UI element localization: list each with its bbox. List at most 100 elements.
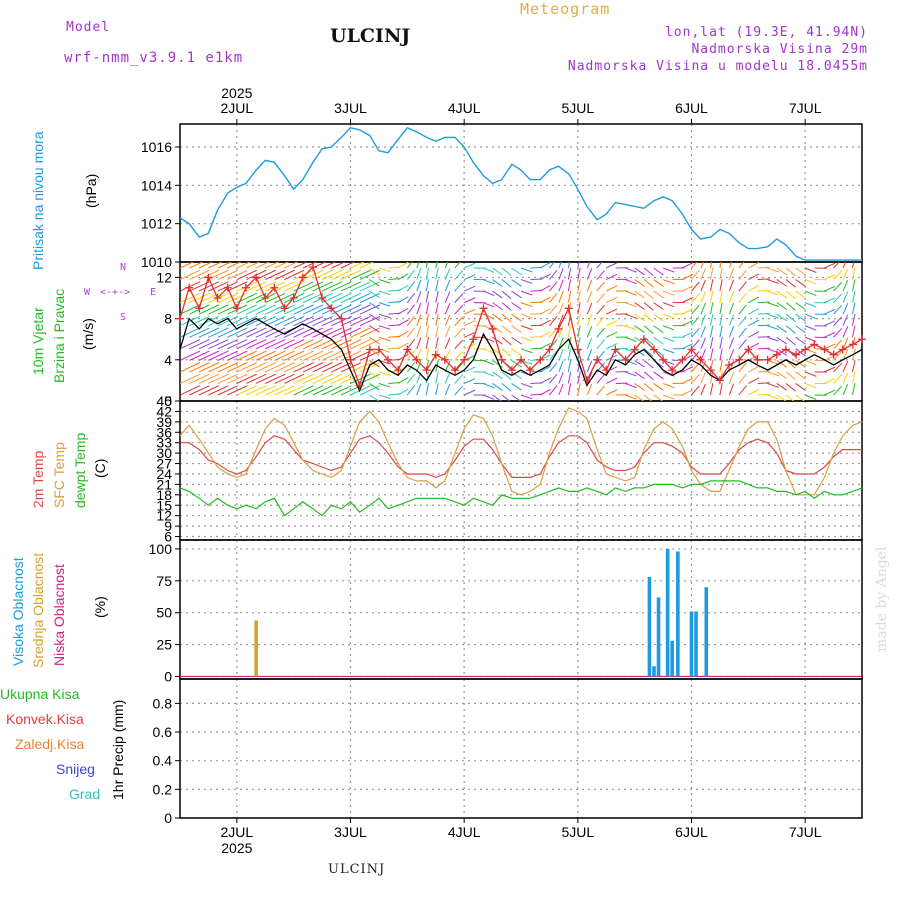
wind-arrow	[709, 279, 714, 292]
wind-arrow	[691, 270, 700, 280]
wind-arrow	[350, 385, 371, 396]
gust-marker	[687, 345, 696, 354]
wind-arrow	[795, 371, 806, 380]
panel-5: 0 0.2 0.4 0.6 0.8	[153, 678, 863, 826]
wind-arrow	[359, 350, 381, 361]
wind-arrow	[625, 279, 637, 285]
wind-arrow	[549, 362, 558, 373]
wind-arrow	[738, 316, 747, 327]
wind-arrow	[634, 313, 645, 322]
wind-arrow	[625, 313, 637, 319]
y-tick-label: 75	[156, 573, 172, 589]
wind-arrow	[312, 385, 333, 396]
wind-arrow	[842, 279, 849, 292]
wind-arrow	[208, 315, 229, 327]
wind-arrow	[748, 365, 760, 373]
wind-arrow	[653, 313, 664, 322]
wind-arrow	[558, 337, 564, 349]
wind-arrow	[634, 325, 645, 333]
gust-marker	[412, 355, 421, 364]
top-year-label: 2025	[221, 85, 252, 101]
wind-arrow	[482, 371, 495, 377]
wind-arrow	[558, 348, 564, 361]
wind-arrow	[312, 350, 333, 361]
wind-arrow	[691, 304, 700, 315]
wind-arrow	[634, 302, 645, 310]
wind-arrow	[255, 385, 276, 396]
wind-arrow	[189, 292, 210, 304]
y-tick-label: 27	[156, 456, 172, 472]
gust-marker	[270, 283, 279, 292]
wind-arrow	[653, 383, 664, 391]
wind-arrow	[236, 262, 251, 269]
wind-arrow	[586, 262, 591, 269]
wind-arrow	[709, 336, 714, 349]
wind-arrow	[558, 314, 564, 326]
legend-total-rain: Ukupna Kisa	[0, 686, 80, 702]
cloud-bar-visoka	[704, 587, 709, 677]
wind-arrow	[767, 359, 779, 365]
wind-arrow	[482, 382, 495, 389]
wind-arrow	[359, 269, 381, 280]
wind-arrow	[246, 262, 261, 269]
meteogram-title: Meteogram	[520, 0, 611, 18]
gust-marker	[497, 355, 506, 364]
gust-marker	[829, 350, 838, 359]
gust-marker	[526, 366, 535, 375]
gust-marker	[554, 324, 563, 333]
wind-arrow	[653, 371, 664, 380]
wind-arrow	[444, 337, 451, 350]
wind-arrow	[643, 313, 654, 323]
wind-arrow	[681, 320, 694, 327]
legend-hail: Grad	[69, 786, 101, 802]
wind-arrow	[842, 326, 849, 338]
wind-arrow	[748, 388, 760, 396]
wind-arrow	[567, 383, 572, 396]
wind-arrow	[463, 297, 476, 304]
y-tick-label: 33	[156, 435, 172, 451]
wind-arrow	[728, 291, 735, 303]
wind-arrow	[406, 327, 416, 338]
wind-arrow	[180, 292, 201, 304]
wind-arrow	[302, 315, 324, 327]
y-tick-label: 25	[156, 637, 172, 653]
wind-arrow	[180, 315, 201, 327]
wind-arrow	[728, 348, 735, 361]
wind-arrow	[208, 327, 229, 338]
wind-arrow	[643, 267, 654, 277]
wind-arrow	[198, 373, 220, 384]
gust-marker	[318, 294, 327, 303]
wind-arrow	[586, 314, 593, 326]
wind-arrow	[567, 290, 572, 303]
wind-arrow	[293, 262, 308, 269]
gust-marker	[593, 355, 602, 364]
wind-arrow	[681, 273, 694, 280]
wind-arrow	[709, 267, 714, 280]
wind-arrow	[823, 378, 836, 384]
y-tick-label: 0.6	[153, 724, 173, 740]
wind-arrow	[738, 385, 747, 396]
wind-arrow	[189, 385, 210, 396]
wind-arrow	[776, 313, 787, 322]
wind-arrow	[198, 350, 220, 361]
wind-arrow	[189, 373, 210, 384]
wind-arrow	[577, 383, 581, 396]
wind-arrow	[558, 268, 564, 280]
wind-arrow	[406, 338, 416, 350]
wind-arrow	[463, 274, 476, 281]
wind-arrow	[539, 296, 551, 304]
wind-arrow	[492, 302, 503, 311]
wind-arrows	[180, 262, 856, 401]
wind-arrow	[463, 308, 476, 315]
wind-arrow	[463, 378, 476, 384]
wind-arrow	[378, 279, 391, 284]
wind-arrow	[719, 348, 723, 361]
bottom-day-label: 2JUL	[220, 824, 253, 840]
wind-arrow	[369, 279, 380, 287]
wind-arrow	[482, 348, 495, 354]
wind-arrow	[312, 315, 333, 327]
wind-arrow	[577, 302, 581, 315]
wind-arrow	[653, 336, 664, 345]
wind-arrow	[180, 339, 201, 350]
wind-arrow	[321, 339, 343, 350]
